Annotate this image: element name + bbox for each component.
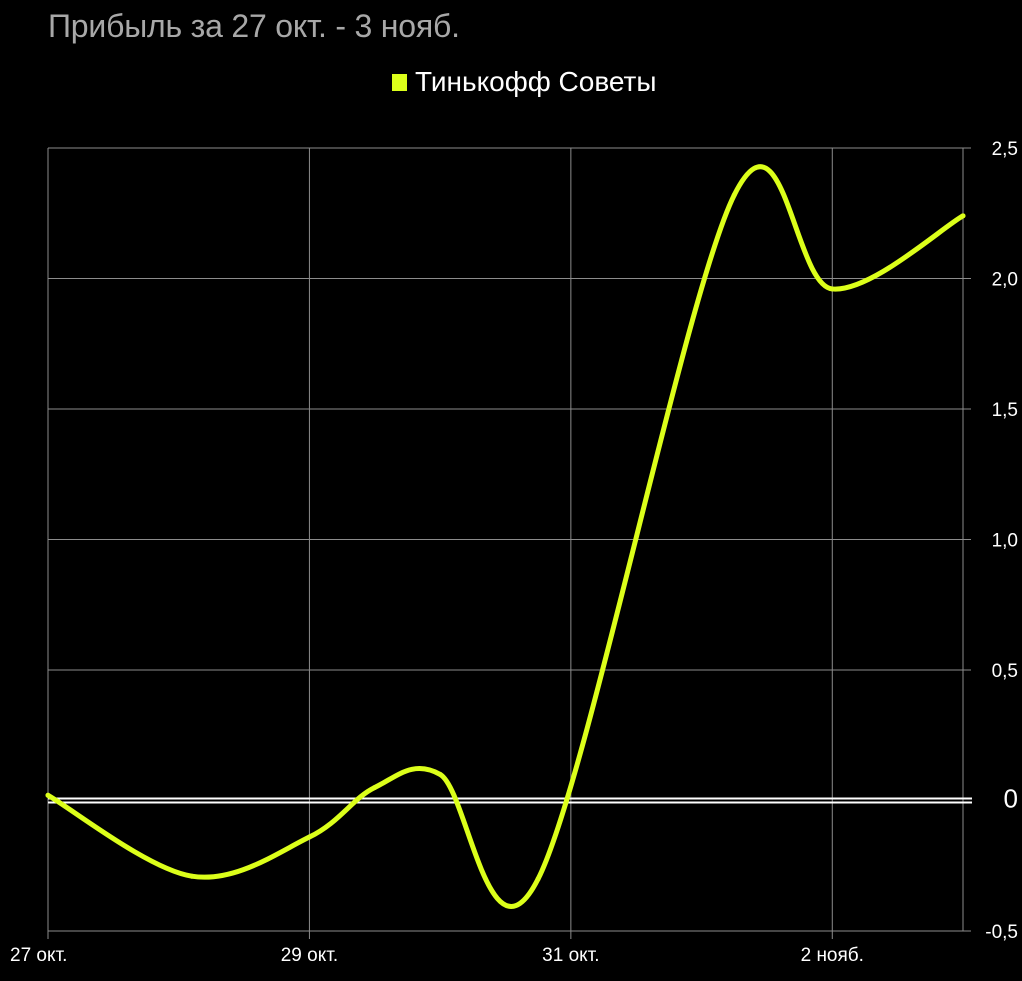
y-tick-label: 2,5 (992, 139, 1018, 160)
y-tick-label: 0,5 (992, 661, 1018, 682)
data-point (372, 784, 378, 790)
data-point (45, 792, 51, 798)
y-tick-label: 0 (1004, 784, 1018, 814)
series-line-tinkoff-sovety (45, 164, 966, 909)
data-point (189, 873, 195, 879)
y-tick-label: 2,0 (992, 270, 1018, 291)
x-tick-label: 27 окт. (10, 945, 67, 966)
data-point (960, 213, 966, 219)
y-tick-label: -0,5 (985, 922, 1018, 943)
data-point (437, 771, 443, 777)
y-tick-label: 1,5 (992, 400, 1018, 421)
legend: Тинькофф Советы (392, 66, 657, 98)
data-point (731, 192, 737, 198)
y-tick-label: 1,0 (992, 531, 1018, 552)
x-tick-label: 29 окт. (281, 945, 338, 966)
x-tick-label: 31 окт. (542, 945, 599, 966)
data-point (829, 286, 835, 292)
x-tick-label: 2 нояб. (801, 945, 864, 966)
data-point (535, 876, 541, 882)
legend-label: Тинькофф Советы (415, 66, 657, 97)
data-point (306, 834, 312, 840)
chart-title: Прибыль за 27 окт. - 3 нояб. (48, 8, 460, 44)
legend-swatch (392, 73, 407, 91)
